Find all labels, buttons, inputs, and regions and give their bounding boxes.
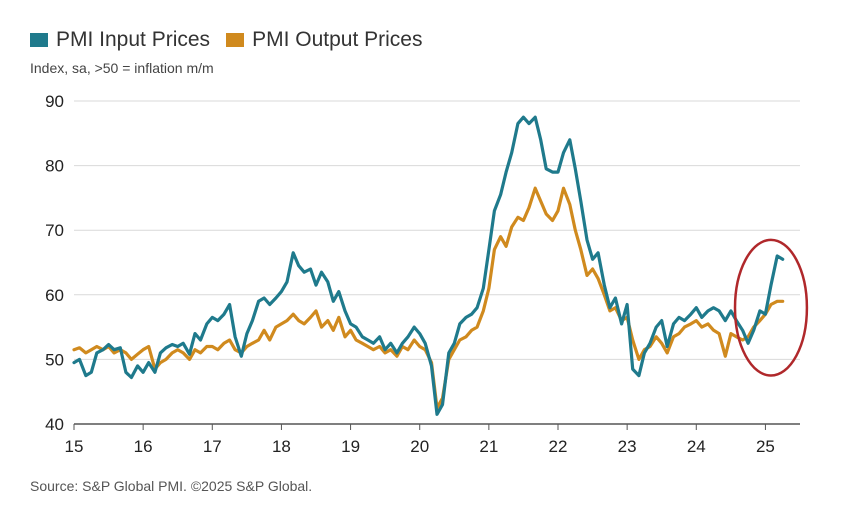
legend-swatch-input xyxy=(30,33,48,47)
x-tick-label-17: 17 xyxy=(203,437,222,456)
x-tick-label-18: 18 xyxy=(272,437,291,456)
x-tick-label-15: 15 xyxy=(65,437,84,456)
y-tick-label-60: 60 xyxy=(45,286,64,305)
legend-label-input: PMI Input Prices xyxy=(56,28,211,51)
chart-subtitle: Index, sa, >50 = inflation m/m xyxy=(30,60,214,76)
source-note: Source: S&P Global PMI. ©2025 S&P Global… xyxy=(30,478,313,494)
y-tick-label-50: 50 xyxy=(45,350,64,369)
y-tick-label-70: 70 xyxy=(45,221,64,240)
legend-item-output: PMI Output Prices xyxy=(226,28,422,52)
x-tick-label-21: 21 xyxy=(479,437,498,456)
y-tick-label-80: 80 xyxy=(45,157,64,176)
x-tick-label-20: 20 xyxy=(410,437,429,456)
y-tick-label-90: 90 xyxy=(45,92,64,111)
series-line-input-prices xyxy=(72,115,785,416)
x-tick-label-22: 22 xyxy=(549,437,568,456)
annotation-ellipse xyxy=(733,238,809,377)
legend-label-output: PMI Output Prices xyxy=(252,28,423,51)
x-tick-label-25: 25 xyxy=(756,437,775,456)
legend: PMI Input Prices PMI Output Prices xyxy=(30,28,422,52)
legend-swatch-output xyxy=(226,33,245,47)
x-tick-label-24: 24 xyxy=(687,437,706,456)
x-tick-label-16: 16 xyxy=(134,437,153,456)
x-tick-label-19: 19 xyxy=(341,437,360,456)
y-tick-label-40: 40 xyxy=(45,415,64,434)
x-tick-label-23: 23 xyxy=(618,437,637,456)
legend-item-input: PMI Input Prices xyxy=(30,28,210,52)
series-line-output-prices xyxy=(72,186,785,410)
